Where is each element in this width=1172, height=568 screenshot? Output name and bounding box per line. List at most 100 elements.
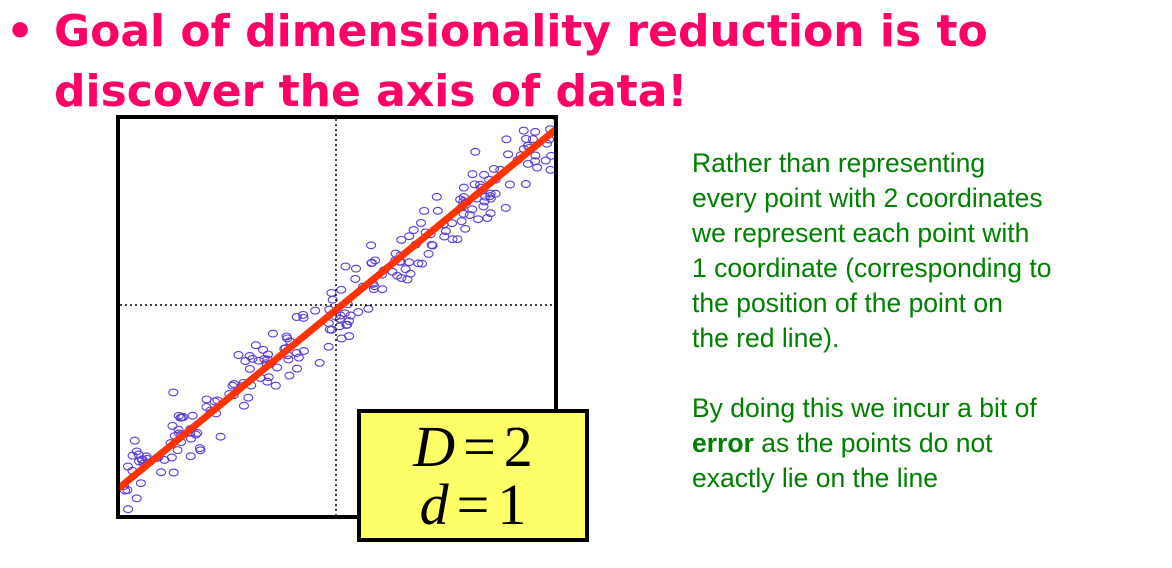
data-point xyxy=(392,271,403,280)
data-point xyxy=(520,180,531,188)
data-point xyxy=(447,235,458,244)
p2-line-2-rest: as the points do not xyxy=(753,428,993,458)
data-point xyxy=(127,451,138,460)
data-point xyxy=(258,345,269,354)
equation-D: D = 2 xyxy=(413,417,533,476)
plot-frame xyxy=(116,115,558,519)
data-point xyxy=(168,388,179,397)
data-point xyxy=(469,180,480,189)
data-point xyxy=(267,329,279,338)
data-point xyxy=(262,350,274,359)
data-point xyxy=(168,468,179,477)
data-point xyxy=(123,505,134,514)
data-point xyxy=(417,259,428,268)
description-text: Rather than representing every point wit… xyxy=(692,146,1168,496)
data-point xyxy=(522,159,534,168)
data-point xyxy=(527,135,538,144)
data-point xyxy=(353,308,364,316)
data-point xyxy=(366,241,377,250)
data-point xyxy=(190,430,201,439)
data-point xyxy=(326,288,337,297)
data-point xyxy=(503,150,514,159)
data-point xyxy=(439,232,450,241)
data-point xyxy=(400,265,411,274)
data-point xyxy=(135,479,146,488)
p1-line-4: the position of the point on xyxy=(692,288,1003,318)
data-point xyxy=(298,347,309,355)
data-point xyxy=(131,494,142,503)
data-point xyxy=(470,147,481,156)
data-point xyxy=(298,313,309,322)
data-point xyxy=(415,219,427,227)
equals-sign: = xyxy=(456,471,490,537)
data-point xyxy=(156,468,167,477)
data-point xyxy=(122,486,133,494)
D-value: 2 xyxy=(503,413,533,479)
data-point xyxy=(479,170,490,179)
data-point xyxy=(336,285,347,294)
bullet: • xyxy=(6,6,35,57)
data-point xyxy=(467,205,478,214)
error-keyword: error xyxy=(692,428,754,458)
data-point xyxy=(263,373,274,382)
data-point xyxy=(310,306,321,315)
data-point xyxy=(238,401,250,410)
data-point xyxy=(404,258,415,267)
data-point xyxy=(460,224,471,233)
data-point xyxy=(227,381,238,390)
D-symbol: D xyxy=(413,413,456,479)
data-point xyxy=(402,275,413,284)
data-point xyxy=(467,170,478,179)
data-point xyxy=(284,371,295,380)
data-point xyxy=(298,310,309,319)
data-point xyxy=(473,215,484,224)
data-point xyxy=(262,377,273,386)
data-point xyxy=(345,311,356,320)
data-point xyxy=(532,163,543,172)
data-point xyxy=(480,192,491,201)
data-point xyxy=(488,164,500,173)
data-point xyxy=(293,353,304,362)
data-point xyxy=(173,425,184,434)
p1-line-5: the red line). xyxy=(692,323,840,353)
title-line-1: Goal of dimensionality reduction is to xyxy=(54,6,988,57)
data-point xyxy=(530,127,541,136)
data-point xyxy=(340,262,351,271)
data-point xyxy=(314,358,325,367)
data-point xyxy=(323,342,334,351)
data-point xyxy=(344,332,355,341)
data-point xyxy=(350,264,362,273)
p1-line-0: Rather than representing xyxy=(692,148,986,178)
dimension-equation-box: D = 2 d = 1 xyxy=(357,409,589,542)
data-point xyxy=(178,413,189,421)
data-point xyxy=(250,341,261,350)
data-point xyxy=(426,241,437,249)
equation-d: d = 1 xyxy=(420,475,527,534)
data-point xyxy=(350,275,361,283)
title-line-2: discover the axis of data! xyxy=(54,66,688,117)
data-point xyxy=(521,134,532,143)
equals-sign: = xyxy=(463,413,496,479)
data-point xyxy=(334,322,345,331)
data-point xyxy=(291,313,302,321)
data-point xyxy=(479,197,490,206)
slide-title: • Goal of dimensionality reduction is to … xyxy=(6,2,1156,122)
data-point xyxy=(504,180,515,189)
data-point xyxy=(343,317,355,326)
data-point xyxy=(366,259,377,268)
data-point xyxy=(501,135,512,144)
data-point xyxy=(485,209,496,218)
data-point xyxy=(452,235,463,244)
data-point xyxy=(201,395,212,404)
data-point xyxy=(432,206,443,215)
p2-line-1: By doing this we incur a bit of xyxy=(692,393,1037,423)
data-point xyxy=(270,381,281,390)
data-point xyxy=(342,320,353,329)
data-point xyxy=(166,453,177,462)
data-point xyxy=(187,411,198,420)
data-point xyxy=(195,446,206,455)
data-point xyxy=(423,249,434,258)
data-point xyxy=(490,189,501,198)
data-point xyxy=(244,364,255,373)
p1-line-1: every point with 2 coordinates xyxy=(692,183,1043,213)
